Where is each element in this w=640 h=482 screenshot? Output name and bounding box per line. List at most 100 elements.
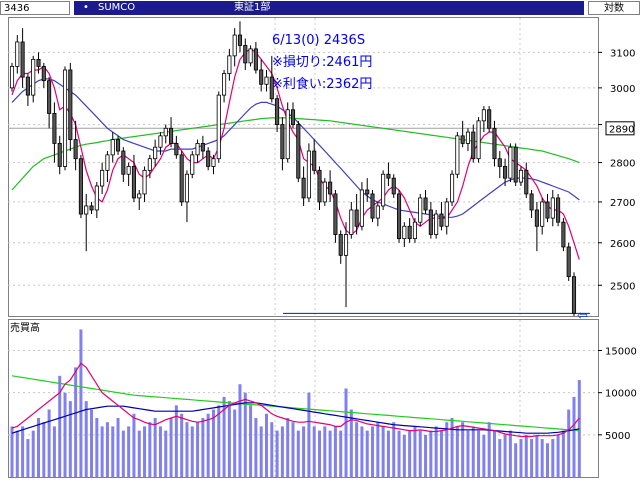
candle-body xyxy=(57,143,62,167)
candle-body xyxy=(94,185,99,211)
chart-header: 3436 • SUMCO 東証1部 対数 xyxy=(0,0,640,16)
candle-body xyxy=(407,225,412,240)
volume-bar xyxy=(47,409,51,477)
volume-bar xyxy=(90,409,94,477)
volume-bar xyxy=(365,430,369,477)
candle xyxy=(52,102,57,163)
candle-body xyxy=(375,205,380,219)
candle-body xyxy=(253,48,258,71)
candle-body xyxy=(529,193,534,211)
candle xyxy=(179,151,184,206)
candle-body xyxy=(391,177,396,195)
candle xyxy=(529,189,534,219)
candle xyxy=(370,189,375,223)
candle xyxy=(328,170,333,202)
candle-body xyxy=(20,41,25,78)
candle xyxy=(412,218,417,243)
candle-body xyxy=(396,193,402,240)
candle xyxy=(359,182,364,231)
candle xyxy=(503,158,508,187)
volume-bar xyxy=(74,367,78,477)
bullet-icon: • xyxy=(83,2,89,13)
volume-bar xyxy=(508,430,512,477)
candle-body xyxy=(200,143,205,152)
candle xyxy=(100,162,105,194)
volume-bar xyxy=(318,430,322,477)
candle xyxy=(169,117,174,148)
volume-bar xyxy=(280,426,284,477)
candle-body xyxy=(540,201,545,227)
candle xyxy=(338,230,343,264)
candle xyxy=(25,73,30,107)
candle xyxy=(275,95,280,133)
log-scale-button[interactable]: 対数 xyxy=(588,1,640,15)
volume-bar xyxy=(455,426,459,477)
candle-body xyxy=(556,197,561,223)
volume-bar xyxy=(31,430,35,477)
volume-bar xyxy=(148,422,152,477)
candle-body xyxy=(317,169,322,203)
volume-average-lines xyxy=(11,362,580,438)
volume-bar xyxy=(434,426,438,477)
candle xyxy=(460,120,465,148)
candle xyxy=(41,62,46,88)
candle-body xyxy=(402,225,407,240)
candle xyxy=(78,154,83,219)
candle-body xyxy=(275,98,280,125)
volume-bar xyxy=(408,430,412,477)
candle xyxy=(280,117,285,171)
candle-body xyxy=(487,109,492,129)
candle xyxy=(301,166,306,206)
candle-body xyxy=(524,169,529,195)
candle-body xyxy=(481,109,486,122)
candle-body xyxy=(36,58,41,67)
candle-body xyxy=(561,221,566,248)
volume-bar xyxy=(143,426,147,477)
volume-bar xyxy=(153,417,157,477)
volume-bar xyxy=(174,405,178,477)
volume-bar xyxy=(535,434,539,477)
volume-bar xyxy=(52,426,56,477)
candle-body xyxy=(206,150,211,167)
candle xyxy=(158,132,163,155)
candle-body xyxy=(518,169,524,183)
volume-bar xyxy=(100,426,104,477)
candle-body xyxy=(492,127,497,160)
volume-ma-long-line xyxy=(11,375,580,432)
candle-body xyxy=(434,213,439,235)
candle xyxy=(31,55,36,103)
price-panel-frame xyxy=(8,17,599,317)
candle-body xyxy=(9,66,15,89)
volume-bar xyxy=(42,422,46,477)
price-tick-label: 2600 xyxy=(610,239,635,250)
volume-bar xyxy=(238,384,242,477)
candle xyxy=(428,201,433,239)
arrow-left-icon: ⇦ xyxy=(577,308,588,323)
candle xyxy=(174,135,179,159)
volume-bar xyxy=(477,430,481,477)
candle-body xyxy=(439,213,444,227)
candle xyxy=(481,106,486,133)
candle-body xyxy=(126,166,131,175)
candle-body xyxy=(158,135,163,148)
stock-code-field[interactable]: 3436 xyxy=(0,1,70,15)
volume-bar xyxy=(201,417,205,477)
candle xyxy=(381,170,386,210)
candle xyxy=(9,62,15,92)
candle-body xyxy=(497,158,502,167)
candle-body xyxy=(147,158,152,171)
candle xyxy=(153,139,158,167)
candle-body xyxy=(100,169,105,187)
volume-bar xyxy=(63,392,67,477)
company-bar: • SUMCO 東証1部 xyxy=(74,1,584,15)
candle-body xyxy=(137,193,142,199)
market-name: 東証1部 xyxy=(234,2,271,13)
candle xyxy=(306,143,311,202)
candle-body xyxy=(534,209,539,227)
volume-bar xyxy=(249,405,253,477)
candle-body xyxy=(169,127,174,144)
candle xyxy=(115,135,121,155)
candle-body xyxy=(280,124,285,160)
volume-bar xyxy=(349,409,353,477)
candle-body xyxy=(550,197,555,219)
